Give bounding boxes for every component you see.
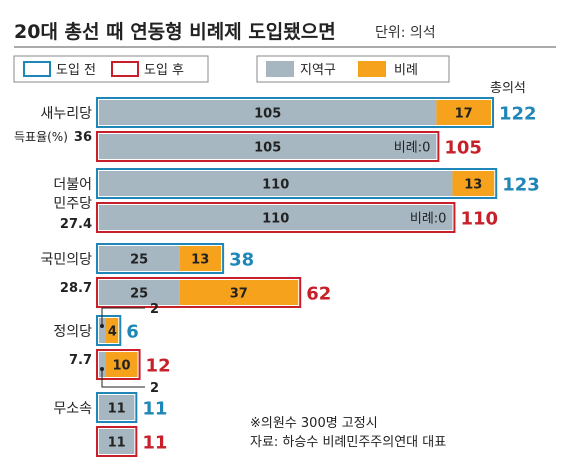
value-proportional-zero-after: 비례:0 [410, 212, 447, 227]
legend-label-after: 도입 후 [144, 63, 184, 78]
legend-label-before: 도입 전 [56, 63, 96, 78]
bar-district-after [99, 134, 437, 159]
value-district-before: 105 [254, 107, 281, 122]
bar-district-before [99, 395, 135, 420]
bar-district-after [99, 280, 180, 305]
chart-title: 20대 총선 때 연동형 비례제 도입됐으면 [14, 21, 336, 43]
value-proportional-zero-after: 비례:0 [394, 141, 431, 156]
bar-district-after [99, 205, 453, 230]
party-name-line: 더불어 [53, 177, 92, 193]
total-value-before: 6 [126, 322, 139, 343]
value-district-before: 11 [108, 402, 126, 417]
total-value-after: 110 [460, 209, 498, 230]
footnote-note: ※의원수 300명 고정시 [250, 416, 378, 431]
bar-frame-before [96, 243, 225, 274]
bar-proportional-before [452, 171, 495, 196]
value-district-after: 110 [262, 212, 289, 227]
party-name: 정의당 [53, 324, 92, 340]
party-name: 국민의당 [40, 252, 92, 268]
total-value-after: 12 [146, 356, 171, 377]
value-proportional-before: 13 [464, 178, 482, 193]
value-proportional-before: 17 [455, 107, 473, 122]
callout-line-after [101, 369, 145, 388]
callout-value-after: 2 [150, 381, 159, 396]
legend-label-proportional: 비례 [394, 63, 418, 78]
bar-frame-before [96, 168, 498, 199]
vote-share-label: 득표율(%) [14, 130, 68, 144]
legend-swatch-before [23, 61, 51, 77]
bar-district-after [99, 429, 135, 454]
bar-frame-before [96, 392, 138, 423]
total-value-before: 122 [499, 104, 537, 125]
bar-district-before [99, 171, 453, 196]
value-proportional-after: 10 [112, 359, 130, 374]
bar-proportional-after [105, 352, 138, 377]
total-value-after: 11 [142, 433, 167, 454]
vote-share-value: 7.7 [69, 353, 92, 368]
bar-frame-before [96, 315, 122, 346]
legend-label-district: 지역구 [300, 63, 336, 78]
bar-frame-before [96, 97, 494, 128]
footnote-source: 자료: 하승수 비례민주주의연대 대표 [250, 435, 446, 450]
legend-swatch-district [266, 61, 294, 77]
bar-frame-after [96, 202, 456, 233]
legend: 도입 전 도입 후 지역구 비례 [13, 55, 450, 83]
bar-proportional-before [179, 246, 222, 271]
party-name: 새누리당 [40, 106, 92, 122]
callout-line-before [101, 307, 145, 326]
bar-district-before [99, 318, 106, 343]
bar-proportional-before [105, 318, 119, 343]
bar-district-before [99, 246, 180, 271]
value-district-after: 25 [130, 287, 148, 302]
value-proportional-before: 13 [191, 253, 209, 268]
bar-frame-after [96, 426, 138, 457]
value-proportional-before: 4 [108, 325, 117, 340]
total-value-after: 62 [306, 284, 331, 305]
total-seats-header: 총의석 [490, 81, 526, 96]
bar-frame-after [96, 131, 440, 162]
legend-swatch-proportional [358, 61, 386, 77]
total-value-after: 105 [444, 138, 482, 159]
value-district-before: 25 [130, 253, 148, 268]
party-name-line: 민주당 [53, 196, 92, 212]
bar-district-before [99, 100, 437, 125]
vote-share-value: 28.7 [60, 281, 92, 296]
total-value-before: 38 [229, 250, 254, 271]
value-proportional-after: 37 [230, 287, 248, 302]
value-district-after: 105 [254, 141, 281, 156]
bar-frame-after [96, 349, 141, 380]
legend-swatch-after [111, 61, 139, 77]
bar-proportional-before [436, 100, 491, 125]
total-value-before: 11 [142, 399, 167, 420]
bar-proportional-after [179, 280, 299, 305]
value-district-before: 110 [262, 178, 289, 193]
bar-district-after [99, 352, 106, 377]
party-name: 무소속 [53, 401, 92, 417]
bar-frame-after [96, 277, 302, 308]
vote-share-value: 27.4 [60, 217, 92, 232]
callout-value-before: 2 [150, 302, 159, 317]
unit-label: 단위: 의석 [375, 25, 436, 41]
total-value-before: 123 [502, 175, 540, 196]
vote-share-value: 36 [74, 130, 92, 145]
value-district-after: 11 [108, 436, 126, 451]
